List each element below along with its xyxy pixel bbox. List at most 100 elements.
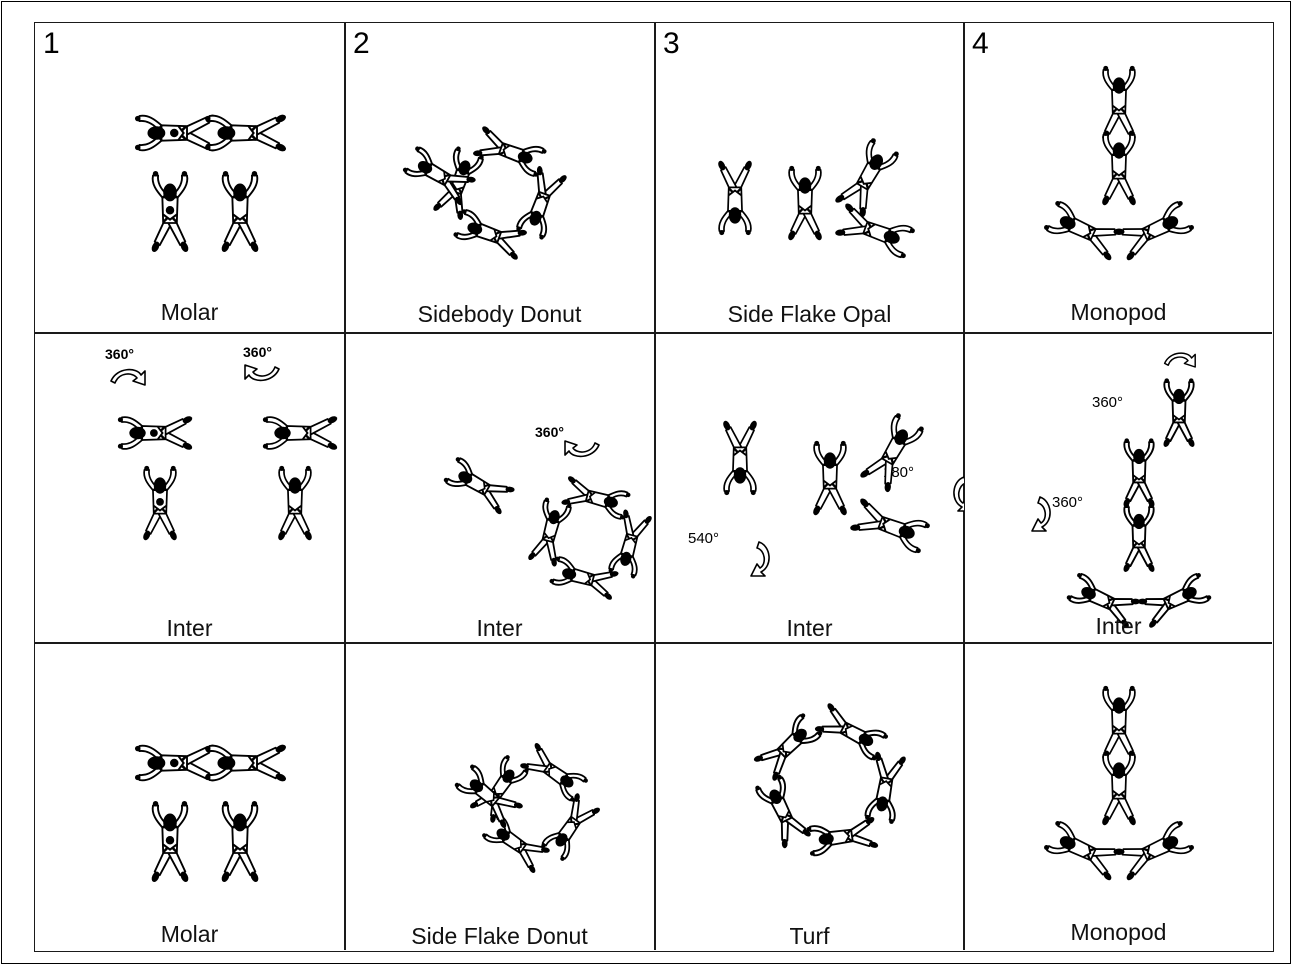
grid-divider <box>654 23 656 950</box>
skydiver-figure <box>151 800 189 883</box>
skydiver-figure <box>1123 503 1155 572</box>
skydiver-figure <box>134 114 217 152</box>
cell-r3-c1: Molar <box>35 643 344 952</box>
skydiver-figure <box>134 744 217 782</box>
formation-label: Monopod <box>1070 299 1167 325</box>
rotation-arrow-icon <box>750 541 770 577</box>
column-number-4: 4 <box>972 27 989 60</box>
skydiver-figure <box>608 509 652 579</box>
formation-label: Monopod <box>1070 919 1167 945</box>
formation-diagram <box>1044 685 1194 881</box>
formation-diagram <box>718 138 915 259</box>
skydiver-figure <box>520 742 588 802</box>
skydiver-figure <box>1114 820 1194 881</box>
skydiver-figure <box>402 146 476 206</box>
formation-diagram <box>1044 65 1194 261</box>
skydiver-figure <box>262 416 338 450</box>
cell-r1-c1: 1 Molar <box>35 23 344 332</box>
grid-divider <box>963 23 965 950</box>
formation-diagram <box>454 742 601 874</box>
skydiver-figure <box>864 751 906 824</box>
skydiver-figure <box>443 457 515 515</box>
rotation-label: 360° <box>1092 394 1123 411</box>
grid-divider <box>35 642 1272 644</box>
cell-r3-c4: Monopod <box>964 643 1273 952</box>
skydiver-figure <box>541 793 601 861</box>
rotation-label: 360° <box>535 424 564 440</box>
skydiver-figure <box>117 416 193 450</box>
skydiver-figure <box>204 114 287 152</box>
formation-label: Side Flake Opal <box>727 301 892 327</box>
skydiver-figure <box>1102 685 1136 761</box>
skydiver-figure <box>278 465 312 541</box>
skydiver-figure <box>433 146 484 220</box>
skydiver-figure <box>561 476 631 520</box>
cell-r1-c2: 2 Sidebody Donut <box>345 23 654 332</box>
skydiver-figure <box>835 138 899 218</box>
skydiver-figure <box>1163 378 1195 447</box>
skydiver-figure <box>454 764 523 829</box>
skydiver-figure <box>1102 130 1136 206</box>
skydiver-figure <box>1044 820 1124 881</box>
skydiver-figure <box>453 209 527 260</box>
rotation-label: 540° <box>688 530 719 547</box>
formation-label: Side Flake Donut <box>411 923 588 949</box>
skydiver-figure <box>482 814 550 874</box>
cell-r2-c3: 540° 180° Inter <box>655 333 964 642</box>
skydiver-figure <box>860 413 924 493</box>
formation-label: Molar <box>160 299 219 325</box>
skydiver-figure <box>1137 573 1212 628</box>
formation-diagram <box>402 126 567 260</box>
rotation-label: 360° <box>105 346 134 362</box>
skydiver-figure <box>1123 438 1155 507</box>
skydiver-figure <box>204 744 287 782</box>
formation-label: Sidebody Donut <box>417 301 582 327</box>
skydiver-figure <box>850 498 930 554</box>
cell-r3-c3: Turf <box>655 643 964 952</box>
formation-diagram: 360° 360° <box>105 344 338 541</box>
cell-r2-c1: 360° 360° Inter <box>35 333 344 642</box>
formation-label: Inter <box>786 615 833 641</box>
skydiver-figure <box>143 465 177 541</box>
skydiver-figure <box>1044 200 1124 261</box>
skydiver-figure <box>1066 573 1141 628</box>
formation-diagram <box>753 703 906 857</box>
skydiver-figure <box>528 497 572 567</box>
skydiver-figure <box>814 703 889 761</box>
cell-r2-c4: 360° 360° Inter <box>964 333 1273 642</box>
rotation-label: 360° <box>1052 494 1083 511</box>
skydiver-figure <box>1114 200 1194 261</box>
skydiver-figure <box>755 774 811 849</box>
skydiver-figure <box>718 160 752 236</box>
skydiver-figure <box>788 165 822 241</box>
skydiver-figure <box>516 166 567 240</box>
formation-label: Molar <box>160 921 219 947</box>
skydiver-figure <box>221 800 259 883</box>
skydiver-figure <box>753 713 823 781</box>
grid-divider <box>344 23 346 950</box>
formation-diagram <box>134 114 287 253</box>
rotation-arrow-icon <box>244 364 280 382</box>
rotation-label: 360° <box>243 344 272 360</box>
skydiver-figure <box>151 170 189 253</box>
column-number-3: 3 <box>663 27 680 60</box>
cell-r3-c2: Side Flake Donut <box>345 643 654 952</box>
skydiver-figure <box>1102 750 1136 826</box>
skydiver-figure <box>1102 65 1136 141</box>
skydiver-figure <box>549 556 619 600</box>
skydiver-figure <box>221 170 259 253</box>
formation-label: Inter <box>1095 613 1142 639</box>
cell-r1-c3: 3 Side Flake Opal <box>655 23 964 332</box>
formation-label: Turf <box>789 923 830 949</box>
formation-label: Inter <box>166 615 213 641</box>
skydiver-figure <box>835 203 915 259</box>
cell-r1-c4: 4 Monopod <box>964 23 1273 332</box>
formation-diagram: 360° <box>443 424 652 600</box>
rotation-arrow-icon <box>1163 352 1196 368</box>
rotation-arrow-icon <box>1031 496 1051 532</box>
skydiver-figure <box>813 440 847 516</box>
rotation-arrow-icon <box>110 368 146 386</box>
skydiver-figure <box>723 420 757 496</box>
